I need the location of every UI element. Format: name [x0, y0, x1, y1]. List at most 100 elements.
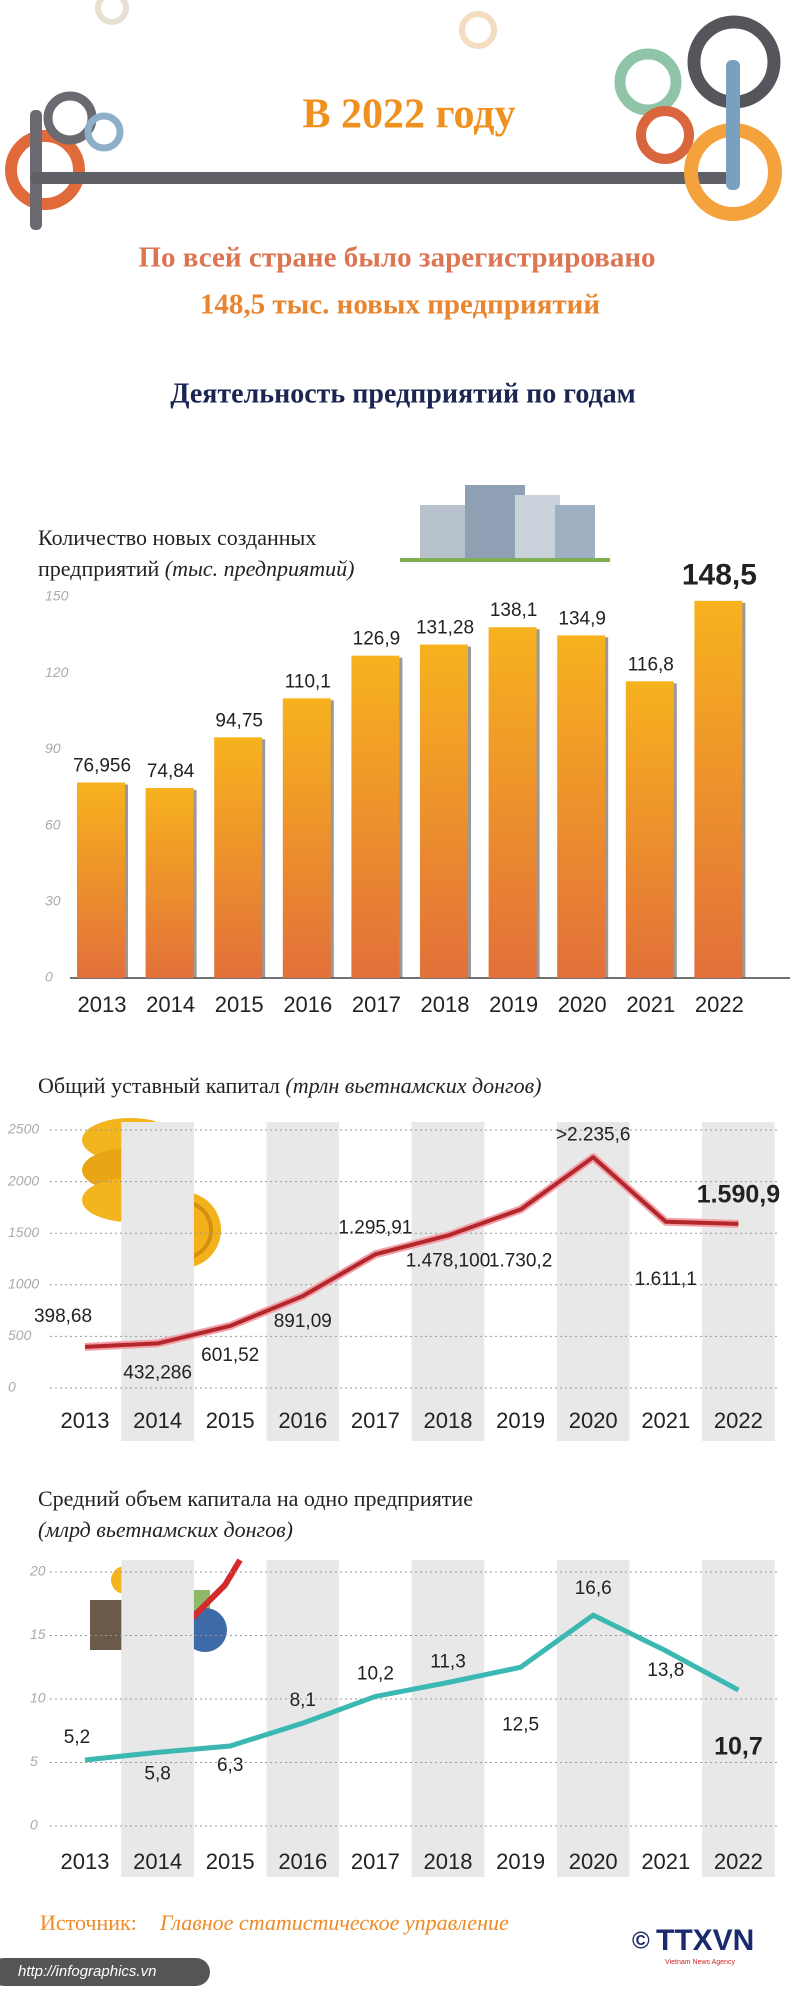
value-label: 1.611,1 [635, 1269, 697, 1290]
x-tick-label: 2014 [133, 1849, 182, 1874]
x-tick-label: 2018 [424, 1849, 473, 1874]
chart-title: Количество новых созданных предприятий (… [38, 522, 418, 584]
bar [625, 681, 674, 978]
chart: 0 30 60 90 120 150 2013 2014 2015 2016 2017 2018 201… [45, 559, 790, 1017]
subtitle: По всей стране было зарегистрировано [138, 242, 655, 274]
y-tick-label: 5 [30, 1753, 38, 1769]
y-tick-label: 1000 [8, 1276, 39, 1292]
value-label: 16,6 [575, 1578, 612, 1599]
y-tick-label: 120 [45, 664, 69, 680]
chart-unit: (трлн вьетнамских донгов) [285, 1073, 542, 1098]
value-label: 138,1 [490, 600, 538, 621]
building-icon [400, 485, 610, 562]
url: http://infographics.vn [18, 1963, 156, 1980]
y-tick-label: 20 [29, 1563, 46, 1579]
bar [557, 635, 606, 978]
column-band [702, 1122, 775, 1441]
bar [420, 644, 468, 978]
section-title: Деятельность предприятий по годам [170, 378, 636, 409]
x-tick-label: 2020 [569, 1849, 618, 1874]
bar [488, 627, 537, 978]
y-tick-label: 150 [45, 588, 69, 604]
x-tick-label: 2020 [569, 1408, 618, 1433]
y-tick-label: 0 [30, 1817, 38, 1833]
y-tick-label: 15 [30, 1626, 46, 1642]
y-tick-label: 10 [30, 1690, 46, 1706]
x-tick-label: 2017 [351, 1408, 400, 1433]
source: Главное статистическое управление [159, 1910, 509, 1935]
subtitle: 148,5 тыс. новых предприятий [200, 289, 600, 321]
value-label: 10,7 [714, 1733, 763, 1761]
column-band [702, 1560, 775, 1877]
x-tick-label: 2016 [278, 1849, 327, 1874]
value-label: 8,1 [290, 1690, 316, 1711]
x-tick-label: 2018 [421, 992, 470, 1017]
chart-unit: (млрд вьетнамских донгов) [38, 1517, 293, 1542]
bar [214, 737, 263, 978]
x-tick-label: 2013 [78, 992, 127, 1017]
bar [351, 655, 400, 978]
x-tick-label: 2017 [351, 1849, 400, 1874]
brand: TTXVN [656, 1924, 754, 1957]
url-bar [0, 1958, 210, 1986]
column-band [121, 1122, 194, 1441]
y-tick-label: 2000 [7, 1172, 39, 1188]
value-label: 6,3 [217, 1755, 243, 1776]
gear-decoration [5, 0, 782, 230]
bar [282, 698, 331, 978]
x-tick-label: 2022 [714, 1408, 763, 1433]
x-tick-label: 2022 [714, 1849, 763, 1874]
x-tick-label: 2015 [215, 992, 264, 1017]
value-label: 12,5 [502, 1714, 539, 1735]
chart-title-text: Средний объем капитала на одно предприят… [38, 1486, 473, 1511]
value-label: 398,68 [34, 1306, 92, 1327]
x-tick-label: 2013 [61, 1408, 110, 1433]
chart-title: Средний объем капитала на одно предприят… [38, 1483, 473, 1545]
x-tick-label: 2017 [352, 992, 401, 1017]
value-label: 148,5 [682, 559, 757, 592]
bar [145, 787, 194, 978]
value-label: 1.590,9 [697, 1180, 780, 1208]
value-label: >2.235,6 [556, 1124, 631, 1145]
y-tick-label: 0 [8, 1379, 16, 1395]
value-label: 1.730,2 [489, 1250, 552, 1271]
column-band [556, 1122, 630, 1441]
x-tick-label: 2019 [496, 1849, 545, 1874]
value-label: 5,2 [64, 1727, 90, 1748]
y-tick-label: 60 [45, 816, 61, 832]
x-tick-label: 2022 [695, 992, 744, 1017]
value-label: 116,8 [628, 654, 674, 675]
x-tick-label: 2018 [424, 1408, 473, 1433]
main-title: В 2022 году [302, 92, 515, 138]
chart-title: Общий уставный капитал (трлн вьетнамских… [38, 1070, 542, 1101]
x-tick-label: 2013 [61, 1849, 110, 1874]
value-label: 11,3 [430, 1652, 466, 1673]
chart-title-text: Количество новых созданных предприятий [38, 525, 317, 581]
value-label: 76,956 [73, 756, 131, 777]
bar [77, 782, 125, 978]
value-label: 5,8 [144, 1763, 170, 1784]
y-tick-label: 500 [8, 1327, 32, 1343]
value-label: 601,52 [201, 1345, 259, 1366]
x-tick-label: 2016 [278, 1408, 327, 1433]
y-tick-label: 1500 [8, 1224, 39, 1240]
x-tick-label: 2019 [496, 1408, 545, 1433]
x-tick-label: 2020 [558, 992, 607, 1017]
value-label: 432,286 [123, 1362, 192, 1383]
column-band [121, 1560, 194, 1877]
brand-sub: Vietnam News Agency [665, 1959, 735, 1966]
line [84, 1155, 739, 1349]
column-band [266, 1560, 340, 1877]
y-tick-label: 2500 [7, 1121, 39, 1137]
x-tick-label: 2014 [133, 1408, 182, 1433]
value-label: 1.295,91 [338, 1217, 412, 1238]
x-tick-label: 2015 [206, 1408, 255, 1433]
value-label: 74,84 [147, 761, 195, 782]
x-tick-label: 2015 [206, 1849, 255, 1874]
x-tick-label: 2016 [283, 992, 332, 1017]
chart-unit: (тыс. предприятий) [164, 556, 355, 581]
line [84, 1612, 740, 1763]
x-tick-label: 2019 [489, 992, 538, 1017]
y-tick-label: 30 [45, 893, 61, 909]
